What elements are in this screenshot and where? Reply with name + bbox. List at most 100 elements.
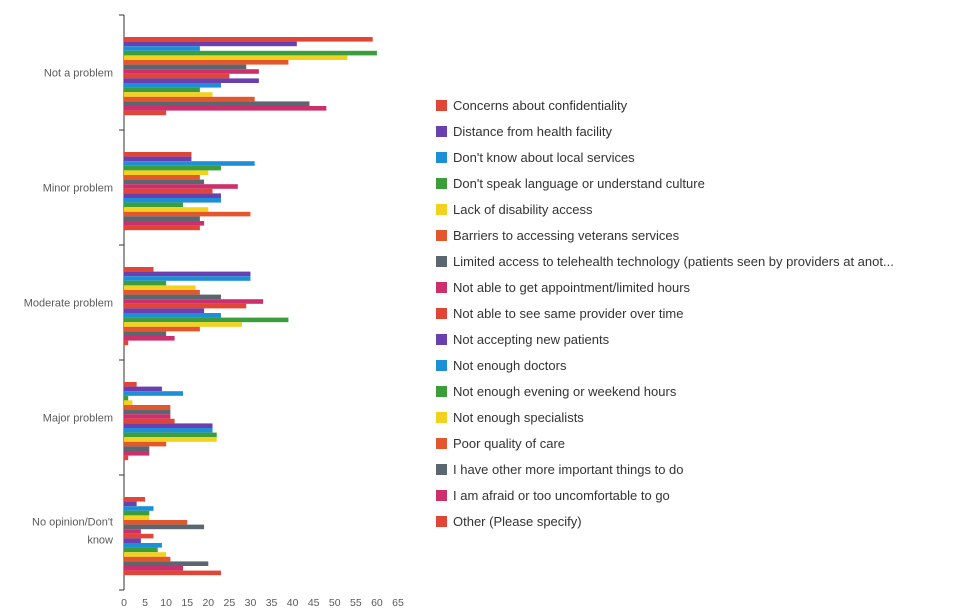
legend-label: Don't know about local services [453,149,635,165]
bar [124,331,167,336]
bar [124,69,259,74]
legend-item: Not enough evening or weekend hours [436,378,966,404]
legend-label: Barriers to accessing veterans services [453,227,680,243]
bar [124,267,154,272]
legend-label: Limited access to telehealth technology … [453,253,894,269]
bar [124,64,247,70]
bar [124,96,255,102]
legend-label: Don't speak language or understand cultu… [453,175,705,191]
bar [124,501,137,507]
legend-swatch [436,229,447,241]
legend-swatch [436,515,447,527]
legend-swatch [436,359,447,371]
bar [124,400,133,405]
category-label: Moderate problem [24,298,113,310]
legend-swatch [436,255,447,267]
bar [124,326,200,332]
legend-swatch [436,281,447,293]
legend-item: Not enough specialists [436,404,966,430]
bar [124,285,196,290]
bar [124,340,129,346]
bar [124,552,167,557]
bar [124,547,158,553]
legend-item: Poor quality of care [436,430,966,456]
x-tick-label: 15 [181,597,193,609]
bar [124,317,289,323]
bar [124,566,184,571]
x-tick-label: 30 [245,597,257,609]
x-tick-label: 0 [121,597,127,609]
bar [124,211,251,217]
bar [124,106,327,111]
bar [124,216,200,221]
bar [124,193,221,198]
bar [124,152,192,157]
bar [124,533,154,539]
bar [124,225,200,231]
bar [124,322,243,327]
bar [124,41,297,47]
legend-label: Not enough doctors [453,357,567,373]
legend-item: Don't speak language or understand cultu… [436,170,966,196]
x-tick-label: 45 [308,597,320,609]
x-tick-label: 50 [329,597,341,609]
bar [124,570,221,576]
bar [124,451,150,456]
legend-item: Concerns about confidentiality [436,92,966,118]
legend-label: Not enough specialists [453,409,584,425]
bar [124,386,162,392]
category-label: Major problem [43,413,113,425]
legend-label: Not able to get appointment/limited hour… [453,279,691,295]
legend-swatch [436,411,447,423]
bar [124,538,141,543]
bar [124,46,200,51]
bar [124,543,162,548]
legend-item: Not able to get appointment/limited hour… [436,274,966,300]
bar [124,414,171,419]
legend-item: Don't know about local services [436,144,966,170]
bar [124,37,373,42]
legend-item: I have other more important things to do [436,456,966,482]
bar [124,506,154,511]
bar [124,497,146,502]
bar [124,73,230,79]
legend-label: I have other more important things to do [453,461,684,477]
bar [124,165,221,171]
legend-item: Other (Please specify) [436,508,966,534]
bar [124,83,221,88]
bar [124,418,175,424]
bar [124,161,255,166]
bar [124,391,184,396]
bar [124,437,217,442]
bar [124,405,171,410]
x-tick-label: 35 [266,597,278,609]
bar [124,455,129,461]
bar [124,423,213,428]
bar [124,299,264,304]
x-tick-label: 5 [142,597,148,609]
bar [124,336,175,341]
x-tick-label: 40 [287,597,299,609]
bar [124,313,221,318]
bar [124,198,221,203]
bar [124,207,209,212]
bar [124,524,205,530]
bar [124,221,205,226]
bar [124,188,213,194]
legend: Concerns about confidentiality Distance f… [436,92,966,534]
bar [124,441,167,447]
bar [124,290,200,295]
legend-item: Distance from health facility [436,118,966,144]
legend-label: Not enough evening or weekend hours [453,383,677,399]
legend-swatch [436,203,447,215]
bar [124,101,310,106]
legend-swatch [436,333,447,345]
legend-swatch [436,489,447,501]
legend-label: Poor quality of care [453,435,566,451]
legend-swatch [436,437,447,449]
bar [124,78,259,83]
legend-item: Limited access to telehealth technology … [436,248,966,274]
bar [124,446,150,451]
chart-bars [124,37,377,576]
